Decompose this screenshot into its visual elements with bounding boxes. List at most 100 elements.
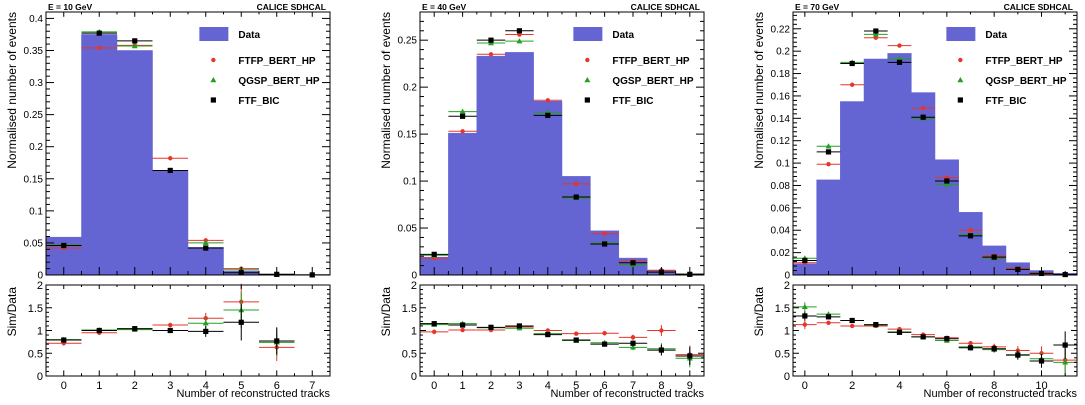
y-tick-label: 0.2: [776, 47, 790, 58]
x-tick-label: 4: [203, 380, 209, 392]
y-tick-label: 0.2: [403, 83, 417, 94]
legend-marker: [210, 77, 217, 83]
legend-label: QGSP_BERT_HP: [612, 76, 693, 87]
x-tick-label: 1: [460, 380, 466, 392]
y-tick-label: 0.05: [398, 224, 418, 235]
x-tick-label: 2: [488, 380, 494, 392]
y-axis-label: Normalised number of events: [752, 12, 766, 169]
legend-label: FTFP_BERT_HP: [238, 56, 316, 67]
y-tick-label: 0.1: [403, 177, 417, 188]
x-tick-label: 9: [687, 380, 693, 392]
sim-point: [516, 38, 523, 44]
ratio-y-tick-label: 0.5: [402, 348, 417, 360]
ratio-point: [167, 327, 173, 334]
legend: Data FTFP_BERT_HP QGSP_BERT_HP FTF_BIC: [573, 27, 694, 107]
sim-point: [873, 28, 879, 34]
sim-point: [630, 260, 636, 266]
y-tick-label: 0.14: [771, 114, 791, 125]
x-tick-label: 5: [238, 380, 244, 392]
legend: Data FTFP_BERT_HP QGSP_BERT_HP FTF_BIC: [199, 27, 320, 107]
legend-swatch-data: [199, 27, 229, 41]
sim-point: [460, 129, 465, 134]
legend-label: FTF_BIC: [985, 96, 1026, 107]
ratio-point: [801, 303, 808, 310]
sim-point: [203, 245, 209, 251]
legend-marker: [585, 57, 590, 63]
ratio-y-axis-label: Sim/Data: [752, 287, 766, 337]
chart-title: E = 40 GeV: [422, 2, 467, 12]
ratio-y-tick-label: 1.5: [402, 303, 417, 315]
ratio-point: [991, 346, 997, 352]
y-axis-label: Normalised number of events: [5, 12, 19, 169]
sim-point: [968, 228, 973, 233]
sim-point: [825, 149, 832, 155]
chart-title: E = 10 GeV: [48, 2, 93, 12]
sim-point: [97, 45, 102, 51]
y-tick-label: 0.16: [771, 91, 791, 102]
sim-point: [943, 181, 950, 187]
ratio-point: [1062, 342, 1068, 348]
ratio-point: [630, 344, 636, 350]
legend-marker: [957, 97, 963, 103]
ratio-point: [573, 337, 579, 343]
sim-point: [96, 30, 102, 36]
ratio-point: [944, 336, 950, 342]
sim-point: [1015, 266, 1021, 273]
sim-point: [131, 42, 138, 49]
data-bar: [561, 176, 591, 276]
legend-swatch-data: [573, 27, 603, 41]
x-tick-label: 6: [944, 380, 950, 392]
legend-marker: [210, 97, 216, 103]
sim-point: [802, 257, 808, 264]
x-axis-label: Number of reconstructed tracks: [177, 388, 331, 400]
ratio-point: [802, 322, 808, 327]
ratio-point: [460, 322, 466, 328]
ratio-point: [849, 323, 855, 329]
sim-point: [460, 113, 466, 119]
ratio-point: [873, 321, 879, 328]
sim-point: [826, 162, 831, 167]
ratio-y-tick-label: 1.5: [775, 303, 790, 315]
ratio-point: [1038, 358, 1045, 364]
ratio-point: [967, 345, 974, 351]
ratio-point: [602, 331, 607, 336]
x-tick-label: 3: [167, 380, 173, 392]
ratio-point: [658, 347, 664, 353]
ratio-y-tick-label: 1: [37, 326, 43, 338]
y-tick-label: 0.08: [771, 181, 791, 192]
ratio-point: [630, 335, 636, 340]
y-tick-label: 0.12: [771, 136, 791, 147]
ratio-point: [826, 320, 831, 325]
y-tick-label: 0.1: [776, 159, 790, 170]
ratio-point: [920, 334, 926, 340]
y-tick-label: 0.15: [24, 174, 44, 185]
sim-point: [872, 31, 879, 37]
chart-panel-3: 0 2 4 6 8 1000.020.040.060.080.10.120.140.160…: [752, 2, 1078, 400]
x-axis-label: Number of reconstructed tracks: [924, 388, 1078, 400]
sim-point: [459, 108, 466, 114]
ratio-y-tick-label: 2: [37, 280, 43, 292]
x-tick-label: 0: [431, 380, 437, 392]
sim-point: [545, 112, 551, 118]
sim-point: [602, 241, 608, 247]
legend-label-data: Data: [238, 30, 260, 41]
sim-point: [573, 194, 579, 200]
ratio-y-axis-label: Sim/Data: [379, 287, 393, 337]
sim-point: [825, 143, 832, 149]
data-bar: [448, 132, 478, 276]
ratio-point: [488, 324, 494, 330]
ratio-point: [274, 338, 280, 344]
legend-label: FTFP_BERT_HP: [612, 56, 690, 67]
y-tick-label: 0: [37, 271, 43, 282]
data-bar: [504, 52, 534, 276]
ratio-point: [168, 322, 173, 328]
sim-point: [61, 242, 67, 249]
sim-point: [545, 98, 550, 103]
data-bar: [116, 50, 153, 276]
experiment-label: CALICE SDHCAL: [631, 2, 700, 12]
x-tick-label: 8: [991, 380, 997, 392]
ratio-point: [968, 341, 973, 346]
x-tick-label: 10: [1035, 380, 1047, 392]
x-tick-label: 7: [630, 380, 636, 392]
ratio-y-tick-label: 0.5: [775, 348, 790, 360]
